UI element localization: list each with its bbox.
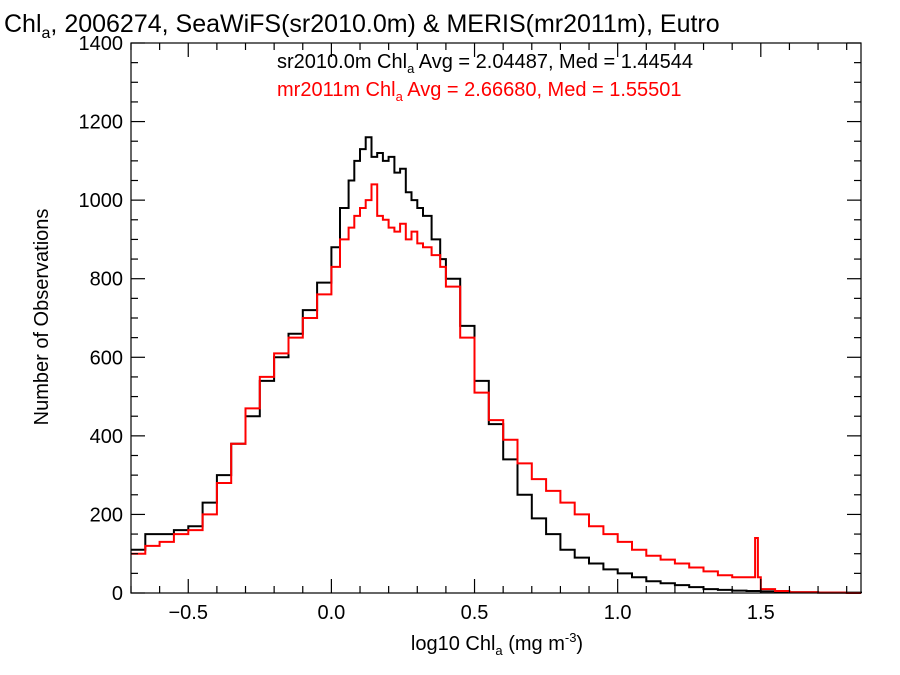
legend-annotations: sr2010.0m Chla Avg = 2.04487, Med = 1.44…	[277, 51, 693, 104]
y-tick-label: 0	[112, 583, 123, 605]
annotation-meris-stats: Avg = 2.66680, Med = 1.55501	[403, 79, 682, 101]
plot-frame	[130, 42, 862, 594]
y-tick-label: 600	[90, 347, 123, 369]
series-line-0	[131, 136, 862, 594]
annotation-meris: mr2011m Chla Avg = 2.66680, Med = 1.5550…	[277, 79, 682, 104]
y-tick-label: 200	[90, 504, 123, 526]
x-tick-label: 1.0	[604, 602, 632, 624]
annotation-seawifs-stats: Avg = 2.04487, Med = 1.44544	[414, 51, 693, 73]
chart-title-subscript: a	[42, 25, 51, 42]
y-tick-label: 400	[90, 426, 123, 448]
x-axis-label-mid: (mg m	[503, 633, 565, 655]
y-axis: 0 200 400 600 800 1000 1200 1400	[79, 33, 861, 605]
y-axis-label: Number of Observations	[31, 209, 53, 426]
chart-title-prefix: Chl	[4, 10, 42, 38]
x-axis-label: log10 Chla (mg m-3)	[411, 630, 583, 658]
annotation-meris-subscript: a	[396, 89, 404, 104]
annotation-seawifs-prefix: sr2010.0m Chl	[277, 51, 407, 73]
annotation-seawifs: sr2010.0m Chla Avg = 2.04487, Med = 1.44…	[277, 51, 693, 76]
x-tick-label: 0.5	[461, 602, 489, 624]
x-axis-label-prefix: log10 Chl	[411, 633, 496, 655]
x-tick-label: 0.0	[317, 602, 345, 624]
x-axis: −0.5 0.0 0.5 1.0 1.5	[130, 43, 848, 624]
annotation-seawifs-subscript: a	[407, 61, 415, 76]
annotation-meris-prefix: mr2011m Chl	[277, 79, 396, 101]
y-tick-label: 1400	[79, 33, 124, 55]
y-tick-label: 1200	[79, 112, 124, 134]
y-tick-label: 1000	[79, 190, 124, 212]
x-tick-label: −0.5	[169, 602, 208, 624]
chart-title-rest: , 2006274, SeaWiFS(sr2010.0m) & MERIS(mr…	[50, 10, 719, 38]
x-axis-label-superscript: -3	[565, 630, 577, 645]
x-axis-label-subscript: a	[495, 643, 503, 658]
y-tick-label: 800	[90, 269, 123, 291]
series-line-1	[131, 183, 861, 594]
x-tick-label: 1.5	[747, 602, 775, 624]
plot-series	[131, 136, 862, 594]
x-axis-label-suffix: )	[576, 633, 583, 655]
chart-title: Chla, 2006274, SeaWiFS(sr2010.0m) & MERI…	[4, 10, 720, 42]
